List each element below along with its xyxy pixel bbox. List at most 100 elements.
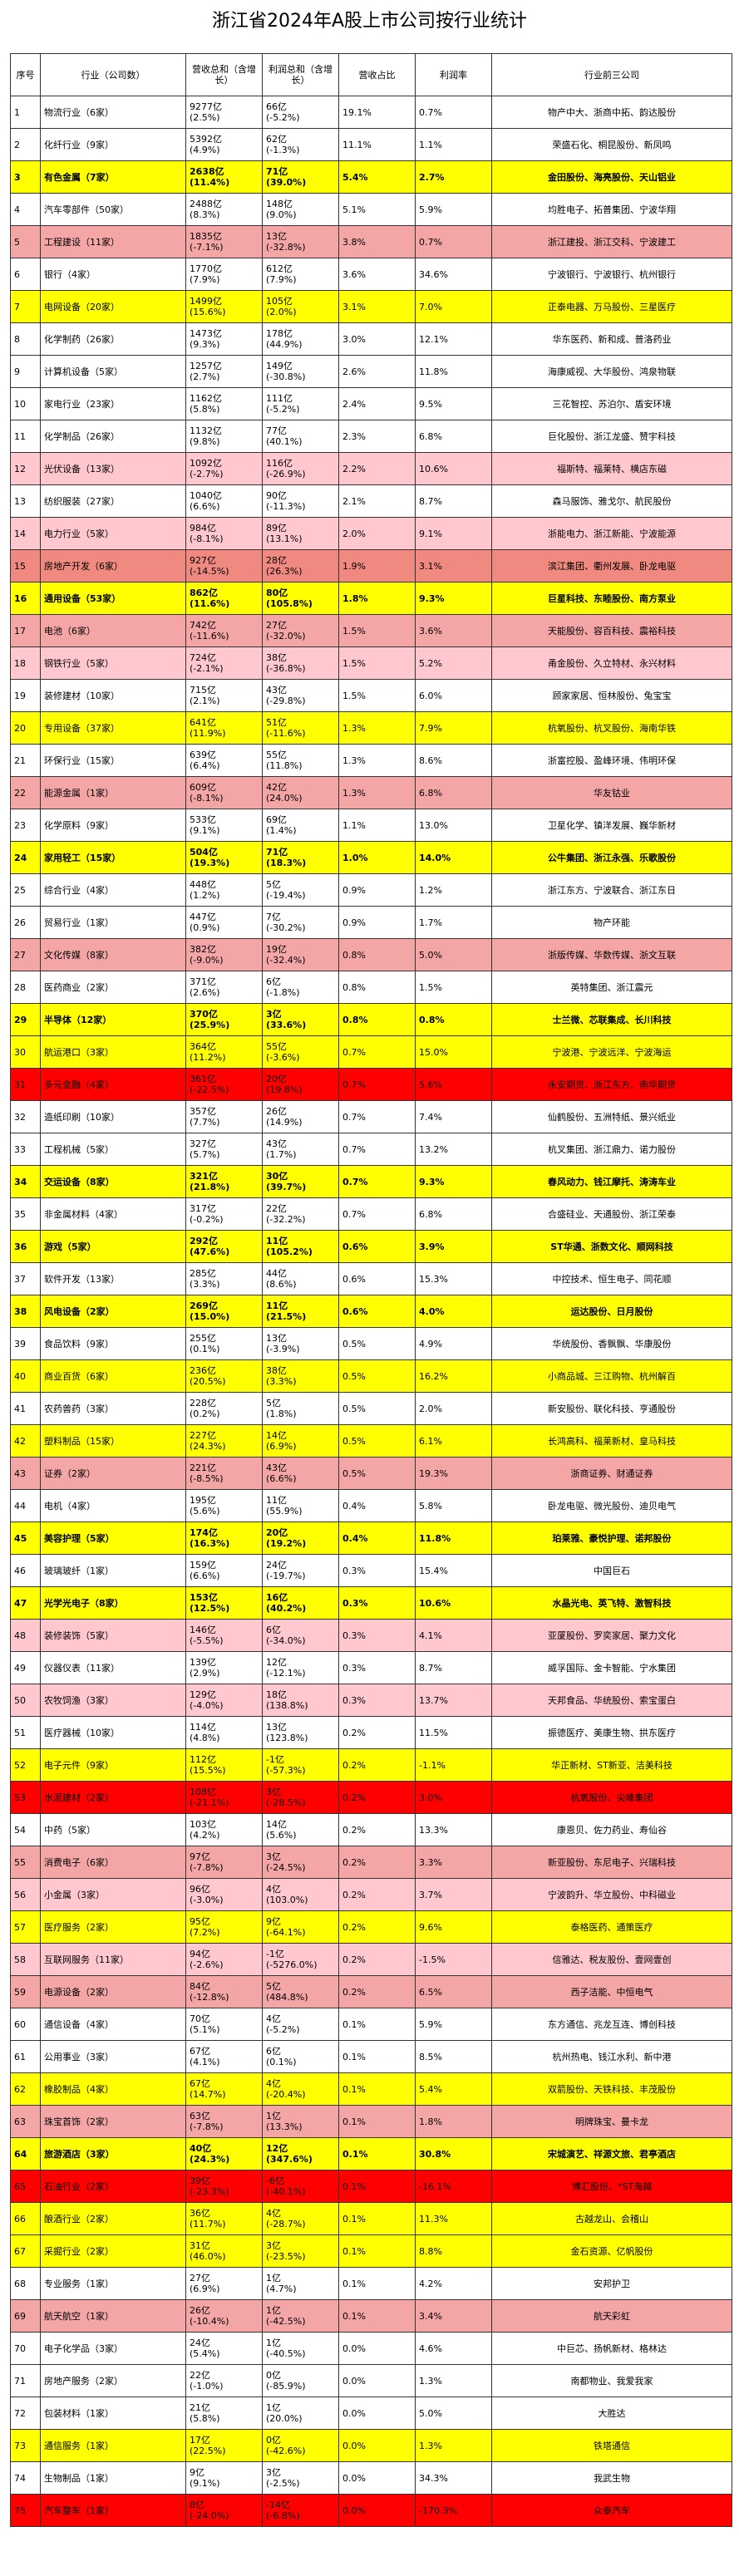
row-industry-value: 医药商业（2家） xyxy=(44,981,114,993)
row-share-value: 0.7% xyxy=(342,1079,366,1090)
row-top3: 南都物业、我爱我家 xyxy=(491,2364,732,2397)
row-profit-value: 20亿 xyxy=(266,1074,287,1084)
row-revenue-value: 9亿 xyxy=(190,2467,204,2478)
row-industry-value: 电子元件（9家） xyxy=(44,1759,114,1771)
row-industry-value: 汽车零部件（50家） xyxy=(44,204,129,215)
row-profit-value: 1亿 xyxy=(266,2273,281,2283)
row-profit-growth: (3.3%) xyxy=(266,1376,297,1387)
row-industry: 电机（4家） xyxy=(40,1489,186,1522)
row-margin-value: 13.3% xyxy=(419,1824,448,1836)
row-margin: 3.0% xyxy=(415,1781,492,1814)
row-margin: 0.8% xyxy=(415,1003,492,1036)
table-row: 33 工程机械（5家） 327亿 (5.7%) 43亿 (1.7%) 0.7% 13.2% 杭叉… xyxy=(10,1133,732,1166)
row-profit: 11亿 (55.9%) xyxy=(262,1489,339,1522)
row-top3: 康恩贝、佐力药业、寿仙谷 xyxy=(491,1813,732,1846)
row-margin: 4.9% xyxy=(415,1327,492,1360)
row-top3-value: 浙江东方、宁波联合、浙江东日 xyxy=(548,884,676,896)
row-revenue-growth: (5.7%) xyxy=(190,1149,220,1160)
row-revenue-growth: (6.4%) xyxy=(190,760,220,771)
header-margin: 利润率 xyxy=(415,53,492,96)
row-industry: 包装材料（1家） xyxy=(40,2397,186,2430)
row-industry: 软件开发（13家） xyxy=(40,1262,186,1295)
row-profit-value: 3亿 xyxy=(266,1851,281,1862)
row-margin: 13.3% xyxy=(415,1813,492,1846)
row-share-value: 0.0% xyxy=(342,2472,366,2484)
row-share: 0.0% xyxy=(338,2364,416,2397)
row-share: 0.0% xyxy=(338,2494,416,2527)
row-profit-growth: (-24.5%) xyxy=(266,1862,306,1873)
row-profit-growth: (4.7%) xyxy=(266,2283,297,2294)
row-revenue-growth: (11.6%) xyxy=(190,598,230,609)
row-revenue-value: 22亿 xyxy=(190,2370,210,2381)
row-no: 57 xyxy=(10,1910,41,1944)
row-top3-value: 中巨芯、扬帆新材、格林达 xyxy=(557,2342,667,2354)
row-revenue: 361亿 (-22.5%) xyxy=(185,1068,263,1101)
row-top3-value: 杭叉集团、浙江鼎力、诺力股份 xyxy=(548,1143,676,1155)
row-no-value: 59 xyxy=(14,1986,26,1998)
row-share: 0.6% xyxy=(338,1262,416,1295)
row-margin-value: 5.9% xyxy=(419,2018,442,2030)
row-industry-value: 航运港口（3家） xyxy=(44,1046,114,1058)
row-revenue-value: 96亿 xyxy=(190,1884,210,1895)
row-profit-growth: (55.9%) xyxy=(266,1506,303,1517)
row-profit-growth: (13.1%) xyxy=(266,533,303,544)
row-top3-value: 仙鹤股份、五洲特纸、景兴纸业 xyxy=(548,1111,676,1123)
row-share-value: 0.0% xyxy=(342,2342,366,2354)
row-share: 0.1% xyxy=(338,2170,416,2203)
row-margin: 5.8% xyxy=(415,1489,492,1522)
row-top3-value: 博汇股份、*ST海越 xyxy=(571,2180,653,2192)
table-row: 46 玻璃玻纤（1家） 159亿 (6.6%) 24亿 (-19.7%) 0.3% 15.4%… xyxy=(10,1554,732,1587)
row-revenue: 533亿 (9.1%) xyxy=(185,809,263,842)
row-no: 29 xyxy=(10,1003,41,1036)
row-industry: 工程建设（11家） xyxy=(40,225,186,258)
row-industry: 电子元件（9家） xyxy=(40,1748,186,1782)
row-top3-value: 宁波韵升、华立股份、中科磁业 xyxy=(548,1889,676,1900)
row-top3-value: 宁波银行、宁波银行、杭州银行 xyxy=(548,268,676,280)
row-share-value: 2.4% xyxy=(342,398,366,410)
row-profit-growth: (-28.5%) xyxy=(266,1797,306,1808)
row-top3-value: 浙富控股、盈峰环境、伟明环保 xyxy=(548,755,676,766)
row-revenue: 317亿 (-0.2%) xyxy=(185,1197,263,1231)
row-profit: 43亿 (-29.8%) xyxy=(262,679,339,712)
row-revenue-value: 448亿 xyxy=(190,879,216,890)
row-no-value: 36 xyxy=(14,1241,27,1252)
row-no: 53 xyxy=(10,1781,41,1814)
row-industry-value: 化学制药（26家） xyxy=(44,333,120,345)
row-industry: 美容护理（5家） xyxy=(40,1522,186,1555)
row-top3-value: 杭氧股份、尖峰集团 xyxy=(570,1792,653,1803)
row-share-value: 0.5% xyxy=(342,1403,366,1414)
row-share-value: 0.1% xyxy=(342,2051,366,2062)
row-margin: 3.1% xyxy=(415,549,492,583)
row-share-value: 0.6% xyxy=(342,1241,368,1252)
row-share: 0.7% xyxy=(338,1100,416,1133)
row-no-value: 13 xyxy=(14,495,26,507)
row-profit-growth: (484.8%) xyxy=(266,1992,308,2003)
row-industry-value: 软件开发（13家） xyxy=(44,1273,120,1285)
row-profit-value: 30亿 xyxy=(266,1171,288,1182)
row-share-value: 0.1% xyxy=(342,2213,366,2225)
row-top3: 福斯特、福莱特、横店东磁 xyxy=(491,452,732,485)
row-share: 1.9% xyxy=(338,549,416,583)
row-top3-value: 金田股份、海亮股份、天山铝业 xyxy=(548,171,676,183)
row-revenue-growth: (22.5%) xyxy=(190,2446,226,2456)
table-row: 40 商业百货（6家） 236亿 (20.5%) 38亿 (3.3%) 0.5% 16.2% 小… xyxy=(10,1359,732,1393)
row-revenue-value: 1162亿 xyxy=(190,393,222,404)
row-revenue-growth: (25.9%) xyxy=(190,1020,230,1030)
row-no: 25 xyxy=(10,873,41,907)
row-profit-value: 116亿 xyxy=(266,458,293,469)
row-share: 0.3% xyxy=(338,1651,416,1684)
row-revenue-growth: (5.1%) xyxy=(190,2024,220,2035)
row-industry: 家电行业（23家） xyxy=(40,387,186,420)
row-profit-value: 55亿 xyxy=(266,1041,287,1052)
row-share: 0.1% xyxy=(338,2234,416,2268)
row-profit-growth: (-57.3%) xyxy=(266,1765,306,1776)
row-margin: 12.1% xyxy=(415,322,492,356)
row-revenue-value: 2488亿 xyxy=(190,199,222,209)
row-profit-growth: (9.0%) xyxy=(266,209,297,220)
row-no-value: 70 xyxy=(14,2342,26,2354)
row-top3: 天能股份、容百科技、震裕科技 xyxy=(491,614,732,647)
row-profit-growth: (24.0%) xyxy=(266,793,303,804)
row-margin: 6.8% xyxy=(415,420,492,453)
row-share: 1.5% xyxy=(338,614,416,647)
row-no-value: 57 xyxy=(14,1921,26,1933)
